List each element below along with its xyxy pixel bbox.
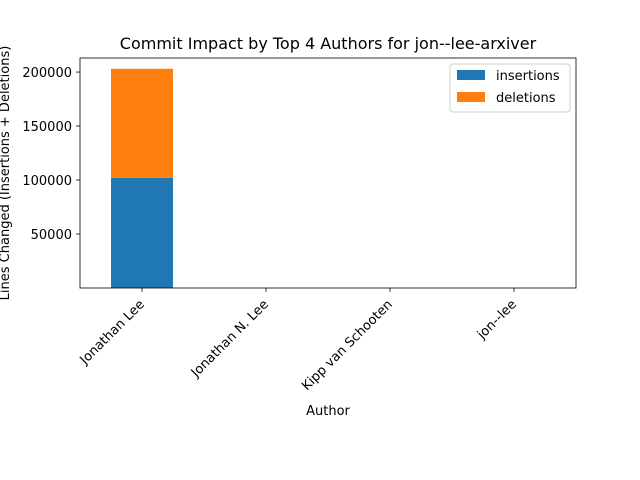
legend-label-insertions: insertions bbox=[496, 69, 560, 84]
y-axis: 50000 100000 150000 200000 bbox=[22, 66, 80, 243]
y-tick-label-2: 150000 bbox=[22, 120, 72, 135]
x-axis-label: Author bbox=[306, 404, 350, 419]
legend-label-deletions: deletions bbox=[496, 91, 556, 106]
legend-swatch-deletions bbox=[457, 92, 485, 102]
y-tick-label-3: 200000 bbox=[22, 66, 72, 81]
legend-swatch-insertions bbox=[457, 70, 485, 80]
plot-frame bbox=[79, 57, 577, 289]
legend: insertions deletions bbox=[449, 63, 571, 113]
chart-title: Commit Impact by Top 4 Authors for jon--… bbox=[120, 34, 537, 53]
bar-insertions-0 bbox=[111, 177, 173, 288]
bars-layer bbox=[111, 68, 173, 288]
y-tick-label-1: 100000 bbox=[22, 174, 72, 189]
y-axis-label: Lines Changed (Insertions + Deletions) bbox=[0, 46, 13, 301]
y-tick-label-0: 50000 bbox=[31, 228, 72, 243]
bar-deletions-0 bbox=[111, 68, 173, 178]
